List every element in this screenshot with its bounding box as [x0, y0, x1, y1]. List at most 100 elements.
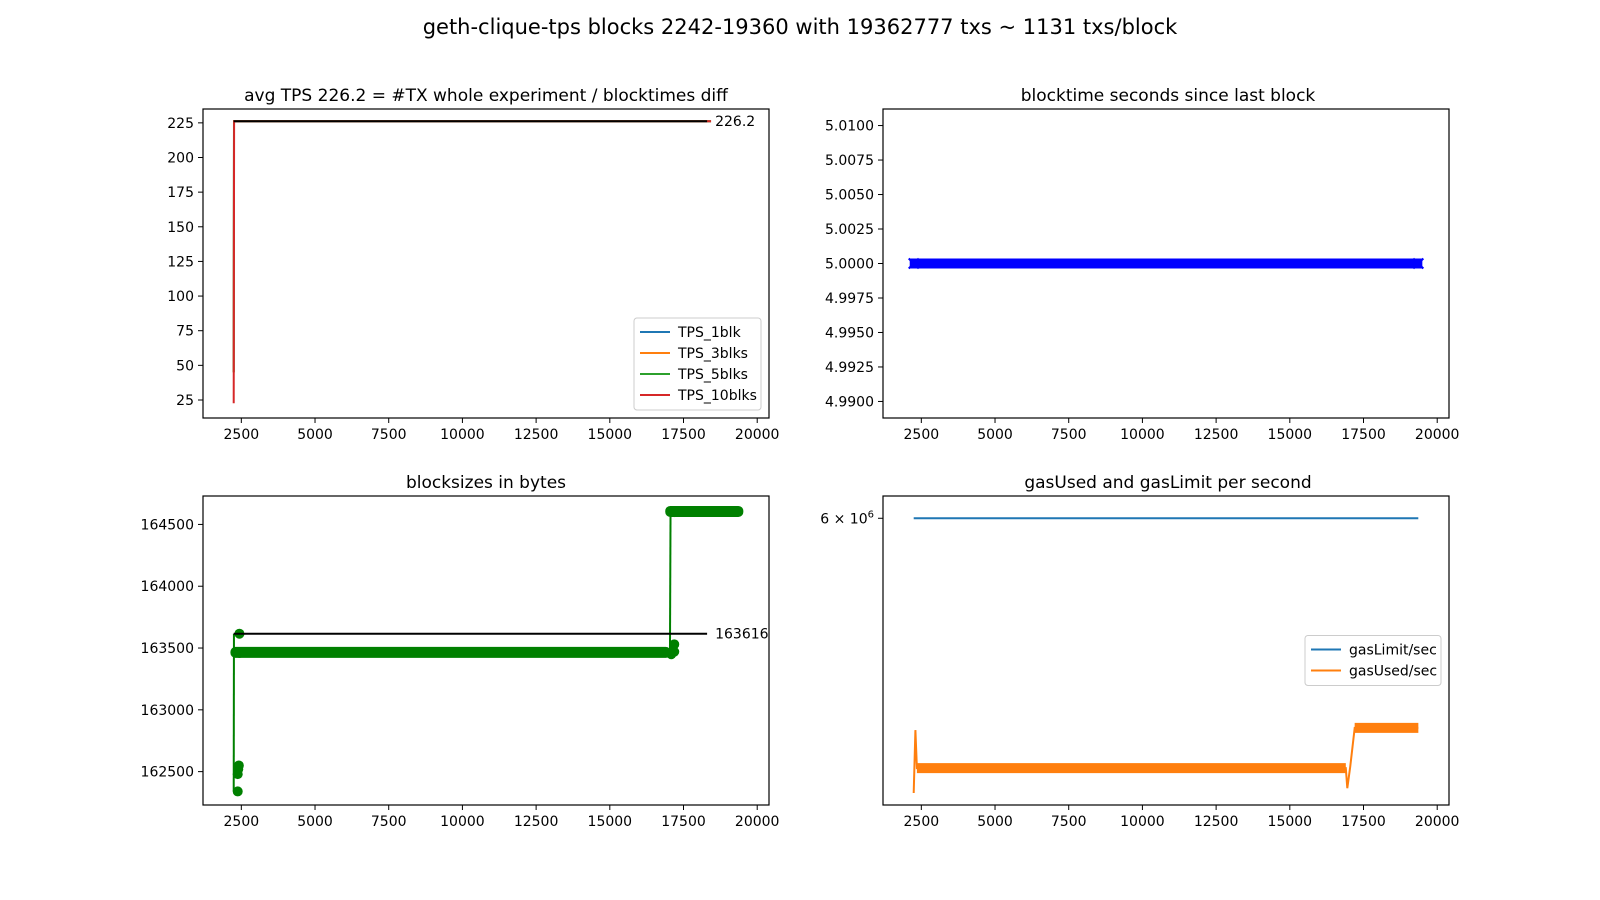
x-tick-label: 5000 — [297, 814, 333, 830]
y-tick-label: 5.0025 — [825, 222, 874, 238]
x-tick-label: 5000 — [297, 427, 333, 443]
series-line — [912, 726, 1419, 794]
marker-band — [909, 258, 1423, 269]
y-tick-label: 4.9950 — [825, 325, 874, 341]
x-tick-label: 2500 — [224, 427, 260, 443]
legend-label: TPS_10blks — [677, 388, 757, 404]
legend-label: gasLimit/sec — [1349, 643, 1437, 659]
y-tick-label: 5.0000 — [825, 257, 874, 273]
marker-dot — [234, 647, 245, 658]
reference-label: 226.2 — [715, 114, 755, 130]
x-tick-label: 12500 — [514, 427, 559, 443]
y-tick-label: 25 — [176, 393, 194, 409]
x-tick-label: 17500 — [661, 427, 706, 443]
marker-dot — [233, 760, 244, 771]
y-tick-label: 5.0100 — [825, 119, 874, 135]
series-line — [668, 511, 672, 655]
x-tick-label: 20000 — [1415, 814, 1460, 830]
legend-frame — [1304, 635, 1442, 686]
y-tick-label: 175 — [167, 185, 194, 201]
blocksize-plot-area: 163616 — [230, 505, 774, 797]
marker-dot — [669, 646, 680, 657]
y-tick-label: 163000 — [141, 703, 194, 719]
reference-label-bg — [711, 110, 774, 131]
x-tick-label: 2500 — [904, 814, 940, 830]
x-tick-label: 7500 — [1051, 814, 1087, 830]
x-tick-label: 20000 — [1415, 427, 1460, 443]
x-tick-label: 5000 — [977, 814, 1013, 830]
tps-chart-title: avg TPS 226.2 = #TX whole experiment / b… — [244, 86, 729, 106]
legend-label: TPS_3blks — [677, 346, 748, 362]
x-tick-label: 17500 — [661, 814, 706, 830]
series-blocksize — [230, 505, 744, 797]
gas-chart: gasUsed and gasLimit per second 2500 5000… — [820, 473, 1459, 830]
series-blocktime — [908, 257, 1425, 270]
x-tick-label: 7500 — [1051, 427, 1087, 443]
y-tick-label: 162500 — [141, 765, 194, 781]
x-tick-label: 20000 — [735, 427, 780, 443]
y-tick-label-exponent: 6 — [868, 509, 874, 520]
blocktime-chart-title: blocktime seconds since last block — [1021, 86, 1316, 106]
marker-x — [908, 257, 920, 270]
blocktime-plot-area — [908, 257, 1425, 270]
tps-legend: TPS_1blk TPS_3blks TPS_5blks TPS_10blks — [633, 317, 762, 411]
reference-label: 163616 — [715, 627, 769, 643]
y-tick-label: 5.0075 — [825, 153, 874, 169]
y-tick-label: 4.9975 — [825, 291, 874, 307]
x-tick-label: 10000 — [1120, 814, 1165, 830]
reference-label-bg — [711, 622, 774, 643]
gas-legend: gasLimit/sec gasUsed/sec — [1304, 635, 1442, 686]
tps-frame — [202, 108, 770, 419]
gas-frame — [882, 495, 1450, 806]
series-gasused-sec — [912, 722, 1419, 794]
x-tick-label: 10000 — [440, 427, 485, 443]
x-tick-label: 15000 — [588, 427, 633, 443]
x-tick-label: 5000 — [977, 427, 1013, 443]
x-tick-label: 2500 — [904, 427, 940, 443]
legend-frame — [633, 317, 762, 411]
marker-dot — [232, 786, 243, 797]
blocksize-chart: blocksizes in bytes 163616 2500 5000 7500 10… — [141, 473, 780, 830]
blocksize-frame — [202, 495, 770, 806]
y-tick-label: 75 — [176, 324, 194, 340]
gas-chart-title: gasUsed and gasLimit per second — [1024, 473, 1311, 493]
tps-chart: avg TPS 226.2 = #TX whole experiment / b… — [167, 86, 779, 443]
y-tick-label: 225 — [167, 116, 194, 132]
y-tick-label: 5.0050 — [825, 188, 874, 204]
series-band — [1354, 722, 1419, 733]
legend-label: TPS_5blks — [677, 367, 748, 383]
y-tick-label: 125 — [167, 254, 194, 270]
x-tick-label: 7500 — [371, 814, 407, 830]
x-tick-label: 15000 — [1268, 814, 1313, 830]
x-tick-label: 10000 — [440, 814, 485, 830]
x-tick-label: 17500 — [1341, 427, 1386, 443]
gas-plot-area — [912, 517, 1419, 794]
marker-x — [1412, 257, 1425, 270]
y-tick-label: 100 — [167, 289, 194, 305]
figure-title: geth-clique-tps blocks 2242-19360 with 1… — [423, 15, 1178, 39]
x-tick-label: 7500 — [371, 427, 407, 443]
y-tick-label: 164500 — [141, 517, 194, 533]
legend-label: gasUsed/sec — [1349, 664, 1437, 680]
x-tick-label: 15000 — [1268, 427, 1313, 443]
y-tick-label: 4.9900 — [825, 394, 874, 410]
marker-band — [665, 505, 744, 517]
x-tick-label: 12500 — [1194, 814, 1239, 830]
y-tick-label-base: 6 × 10 — [820, 511, 867, 527]
x-tick-label: 12500 — [1194, 427, 1239, 443]
tps-plot-area: 226.2 — [232, 110, 774, 404]
blocktime-chart: blocktime seconds since last block 2500 5… — [825, 86, 1459, 443]
y-tick-label: 50 — [176, 358, 194, 374]
marker-dot — [669, 639, 680, 650]
x-tick-label: 17500 — [1341, 814, 1386, 830]
x-tick-label: 10000 — [1120, 427, 1165, 443]
legend-label: TPS_1blk — [677, 325, 742, 341]
y-tick-label: 164000 — [141, 579, 194, 595]
y-tick-label: 163500 — [141, 641, 194, 657]
marker-band — [230, 646, 671, 658]
x-tick-label: 2500 — [224, 814, 260, 830]
series-band — [916, 763, 1346, 774]
x-tick-label: 15000 — [588, 814, 633, 830]
y-tick-label: 200 — [167, 150, 194, 166]
